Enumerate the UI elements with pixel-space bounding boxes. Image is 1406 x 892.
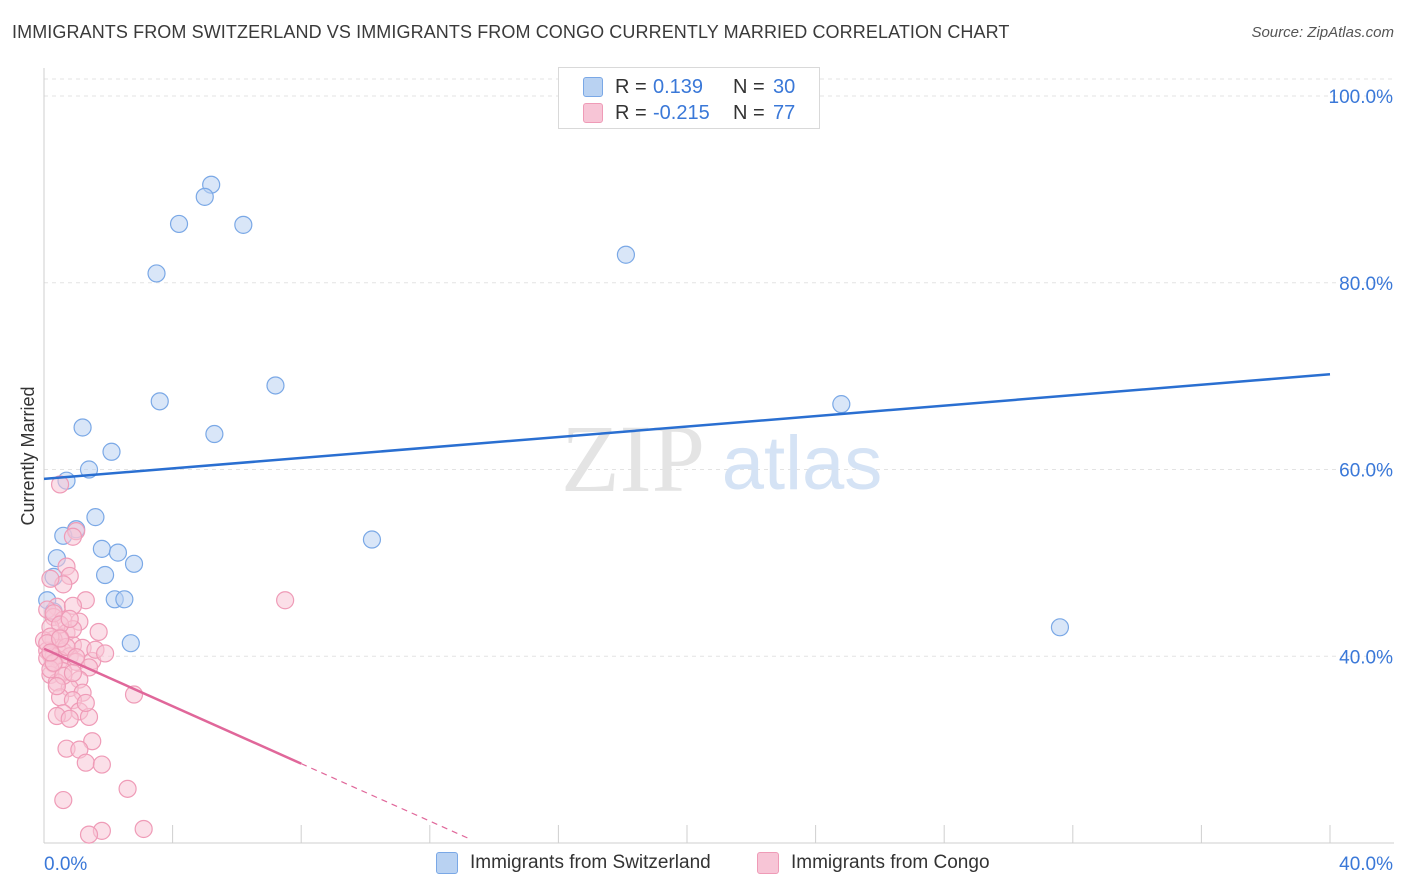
legend-item-switzerland: Immigrants from Switzerland (436, 852, 711, 874)
data-point (205, 424, 224, 444)
data-point (41, 569, 60, 588)
grid-lines (44, 78, 1394, 657)
n-value-switzerland: 30 (773, 75, 796, 98)
data-point (54, 790, 73, 810)
data-point (73, 418, 92, 437)
data-point (86, 508, 105, 527)
data-point (115, 590, 134, 609)
x-tick-label-min: 0.0% (44, 854, 87, 875)
watermark-atlas: atlas (722, 421, 883, 506)
data-point (76, 753, 95, 772)
trend-line (43, 373, 1331, 481)
data-point (50, 475, 70, 494)
legend-label-switzerland: Immigrants from Switzerland (470, 852, 711, 873)
watermark: ZIP atlas (561, 405, 882, 512)
data-point (95, 565, 115, 585)
data-point (47, 677, 66, 696)
y-axis-label: Currently Married (18, 386, 38, 525)
data-point (118, 779, 137, 798)
data-point (89, 622, 108, 642)
data-point (63, 527, 83, 546)
congo-legend-icon (757, 852, 779, 874)
data-point (60, 709, 79, 728)
data-point (79, 825, 99, 844)
legend-item-congo: Immigrants from Congo (757, 852, 990, 874)
trend-lines (43, 373, 1331, 839)
data-point (102, 442, 121, 461)
data-point (1050, 618, 1070, 637)
legend-label-congo: Immigrants from Congo (791, 852, 990, 873)
data-point (832, 395, 851, 414)
y-tick-label: 60.0% (1339, 461, 1393, 482)
r-value-congo: -0.215 (653, 101, 710, 124)
trend-line (43, 647, 302, 765)
axis-labels: 40.0% 60.0% 80.0% 100.0% 0.0% 40.0% Currently … (18, 87, 1393, 875)
chart-title: IMMIGRANTS FROM SWITZERLAND VS IMMIGRANT… (12, 22, 1010, 42)
data-point (108, 543, 128, 562)
r-value-switzerland: 0.139 (653, 75, 704, 98)
data-point (50, 629, 70, 648)
data-point (63, 663, 83, 683)
data-point (95, 644, 115, 663)
n-label: N = (733, 75, 765, 98)
data-point (124, 554, 144, 573)
data-point (234, 215, 253, 234)
trend-line-extension (300, 763, 469, 839)
switzerland-legend-icon (436, 852, 458, 874)
source-label: Source: ZipAtlas.com (1251, 24, 1394, 41)
data-point (92, 539, 111, 558)
r-label: R = (615, 101, 647, 124)
series-congo-points (34, 475, 295, 844)
data-point (76, 693, 95, 713)
n-label: N = (733, 101, 765, 124)
y-tick-label: 100.0% (1329, 87, 1394, 108)
legend-row-congo: R = -0.215 N = 77 (583, 101, 795, 125)
watermark-zip: ZIP (561, 405, 705, 512)
series-legend: Immigrants from Switzerland Immigrants f… (0, 852, 1406, 878)
legend-row-switzerland: R = 0.139 N = 30 (583, 75, 795, 99)
y-tick-label: 40.0% (1339, 647, 1393, 668)
switzerland-swatch-icon (583, 77, 603, 97)
axes (43, 68, 1394, 844)
data-point (147, 264, 166, 283)
y-tick-label: 80.0% (1339, 274, 1393, 295)
data-point (60, 609, 79, 629)
r-label: R = (615, 75, 647, 98)
n-value-congo: 77 (773, 101, 796, 124)
x-tick-label-max: 40.0% (1339, 854, 1393, 875)
series-switzerland-points (38, 175, 1070, 653)
congo-swatch-icon (583, 103, 603, 123)
data-point (266, 376, 285, 395)
data-point (150, 392, 169, 411)
correlation-legend: R = 0.139 N = 30 R = -0.215 N = 77 (558, 67, 820, 129)
data-point (121, 634, 140, 653)
data-point (134, 819, 153, 839)
data-point (616, 245, 636, 264)
data-point (276, 591, 295, 610)
data-point (169, 214, 189, 234)
data-point (92, 755, 111, 774)
data-point (195, 187, 214, 206)
data-point (83, 732, 102, 751)
data-point (362, 530, 382, 549)
